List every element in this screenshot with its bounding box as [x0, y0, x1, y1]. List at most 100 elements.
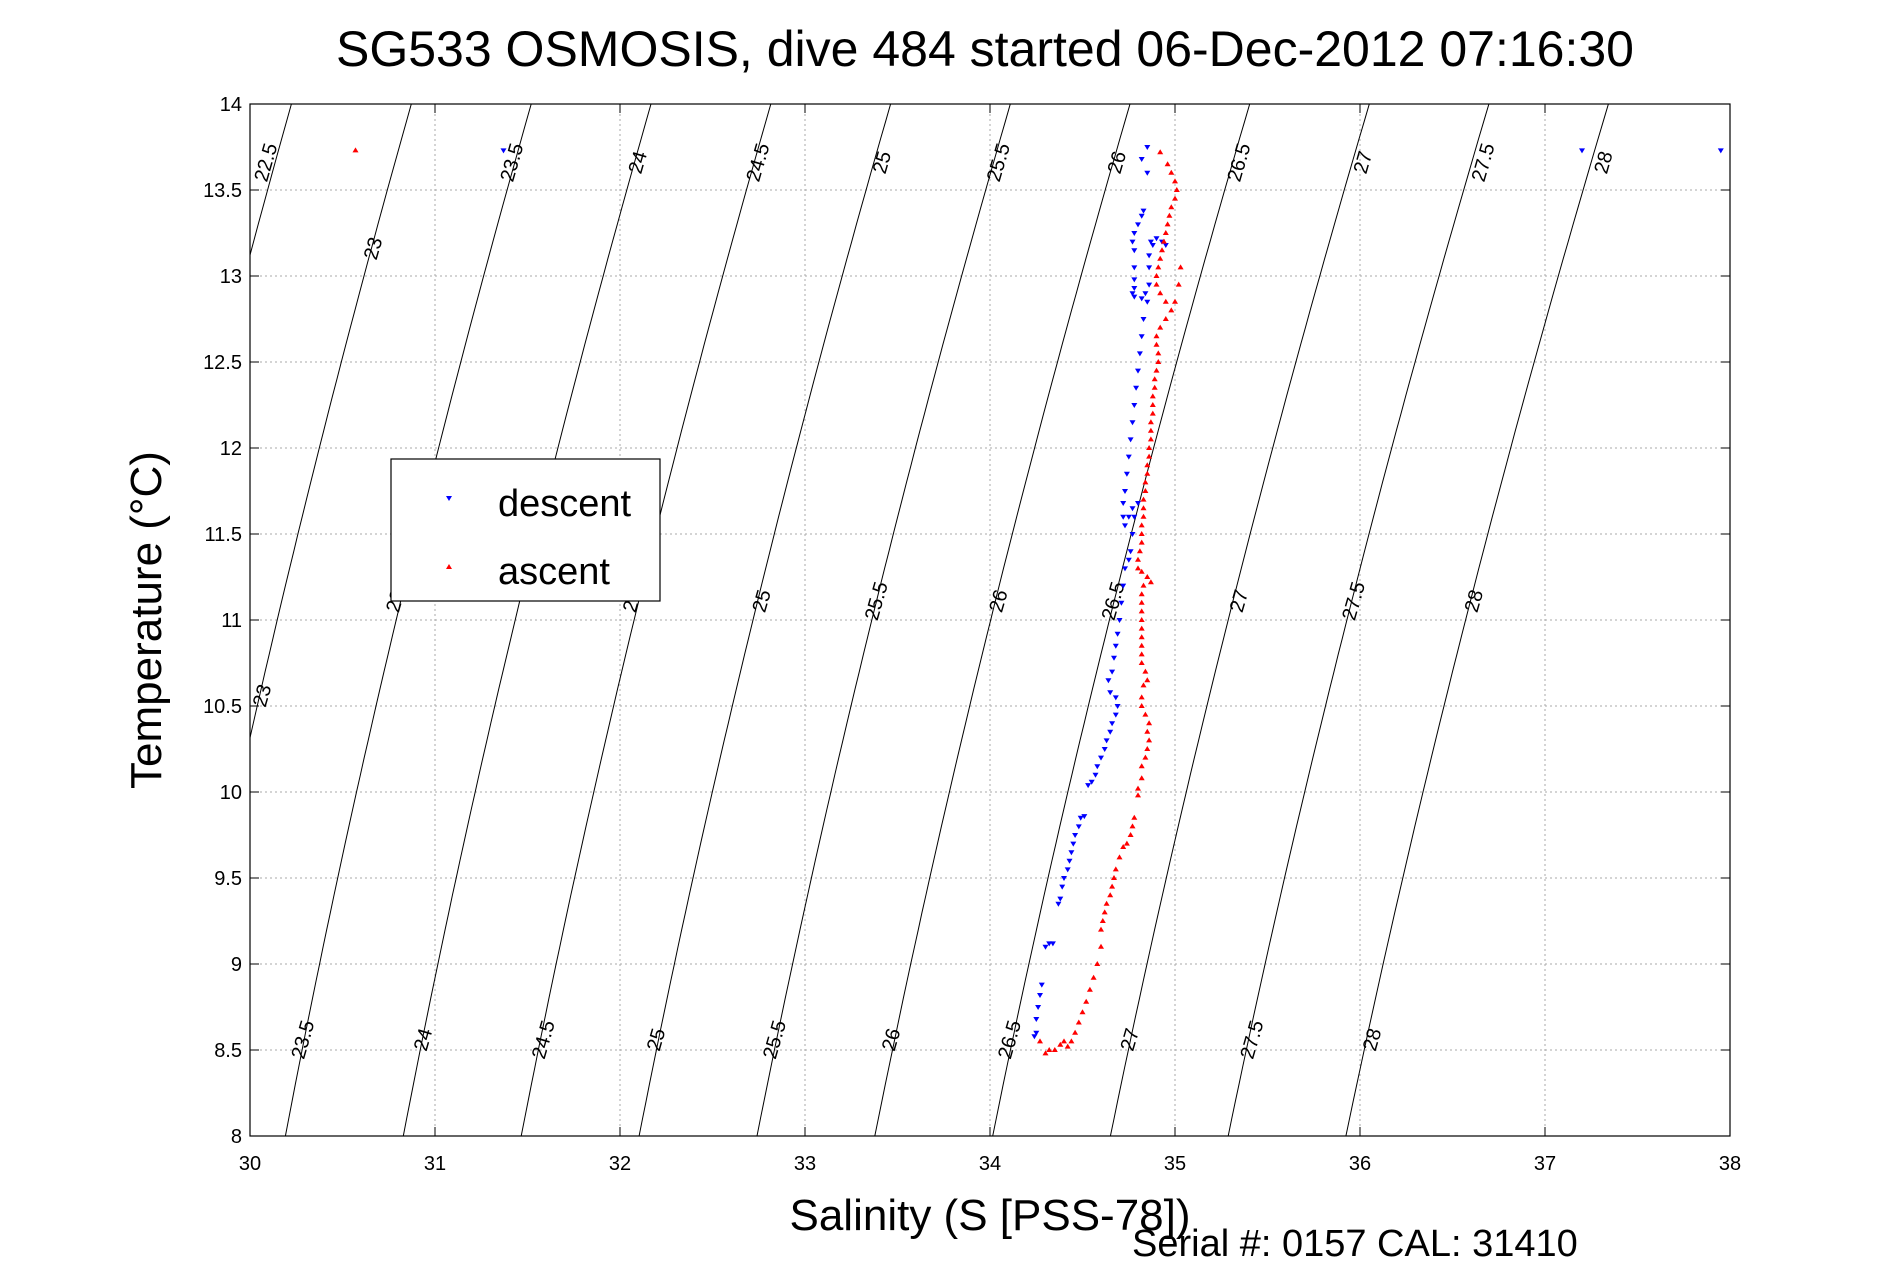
descent-point: [1131, 265, 1138, 271]
x-tick-label: 32: [609, 1153, 631, 1175]
contour-label: 25.5: [983, 141, 1015, 184]
ascent-point: [1111, 875, 1117, 880]
ascent-point: [1138, 522, 1145, 528]
ascent-point: [1151, 384, 1158, 390]
isopycnal-28: [1345, 104, 1609, 1136]
descent-point: [1107, 690, 1114, 696]
descent-point: [1140, 317, 1147, 322]
ascent-point: [1138, 608, 1145, 614]
ascent-point: [1138, 763, 1145, 769]
ascent-point: [1155, 359, 1162, 364]
ascent-point: [1099, 918, 1106, 923]
descent-point: [1081, 814, 1088, 820]
ascent-point: [1142, 479, 1149, 485]
ascent-point: [1142, 754, 1149, 760]
ascent-point: [1138, 775, 1145, 781]
isopycnal-25: [638, 104, 892, 1136]
ascent-point: [1138, 651, 1145, 657]
contour-label: 25: [869, 149, 896, 176]
ascent-point: [1146, 737, 1153, 743]
descent-point: [1138, 213, 1145, 219]
descent-point: [1129, 532, 1136, 537]
y-tick-label: 13: [220, 266, 242, 288]
isopycnal-26: [874, 104, 1131, 1136]
series-ascent: [352, 147, 1184, 1056]
descent-point: [1075, 824, 1082, 830]
descent-point: [1144, 170, 1151, 176]
descent-point: [1127, 437, 1134, 443]
ascent-point: [1147, 427, 1154, 433]
ascent-point: [1153, 281, 1160, 287]
contour-label: 24.5: [743, 141, 775, 184]
y-tick-label: 13.5: [203, 180, 242, 202]
ascent-point: [1109, 883, 1116, 889]
chart-title: SG533 OSMOSIS, dive 484 started 06-Dec-2…: [336, 21, 1634, 77]
descent-point: [1070, 841, 1077, 847]
isopycnal-26.5: [992, 104, 1251, 1136]
series-descent: [500, 145, 1724, 1040]
descent-point: [1112, 712, 1119, 718]
descent-point: [1094, 764, 1101, 770]
ascent-point: [1051, 1047, 1058, 1052]
ascent-point: [1140, 505, 1147, 511]
contour-label: 24: [410, 1026, 437, 1053]
ascent-point: [1144, 470, 1151, 476]
descent-point: [1146, 282, 1153, 288]
ascent-point: [1072, 1029, 1079, 1035]
descent-point: [1107, 729, 1114, 735]
contour-label: 26: [878, 1026, 905, 1053]
legend-box: [390, 458, 661, 602]
descent-point: [1088, 779, 1095, 785]
ascent-point: [1162, 316, 1169, 321]
ascent-point: [1112, 866, 1119, 872]
grid-lines: [250, 104, 1730, 1136]
contour-label: 27: [1350, 149, 1377, 176]
descent-point: [1129, 239, 1136, 245]
ascent-point: [1142, 668, 1149, 674]
x-axis-label: Salinity (S [PSS-78]): [789, 1191, 1190, 1240]
y-tick-label: 10.5: [203, 696, 242, 718]
descent-point: [1129, 420, 1136, 426]
ascent-point: [1162, 298, 1169, 304]
descent-point: [1131, 231, 1138, 236]
ascent-point: [1144, 728, 1151, 734]
x-tick-label: 30: [239, 1153, 261, 1175]
descent-point: [1066, 858, 1073, 864]
descent-point: [1033, 1030, 1040, 1036]
ascent-point: [1086, 986, 1093, 992]
descent-point: [1129, 506, 1136, 512]
descent-point: [1125, 454, 1132, 460]
contour-label: 25.5: [759, 1018, 791, 1061]
isopycnal-23: [250, 104, 412, 741]
descent-point: [1122, 566, 1128, 572]
ascent-point: [1046, 1047, 1053, 1052]
y-tick-label: 12: [220, 438, 242, 460]
descent-point: [1131, 403, 1138, 408]
ascent-point: [1177, 264, 1184, 270]
density-contours: [250, 104, 1609, 1136]
contour-label: 27: [1226, 587, 1253, 614]
ascent-point: [1138, 531, 1145, 536]
descent-point: [1140, 208, 1147, 214]
ascent-point: [1057, 1041, 1064, 1047]
descent-point: [1144, 145, 1151, 150]
isopycnal-24.5: [520, 104, 772, 1136]
ascent-point: [1138, 625, 1145, 631]
descent-point: [1103, 738, 1110, 744]
descent-point: [1092, 772, 1099, 778]
ascent-point: [1042, 1050, 1049, 1056]
ascent-point: [1153, 341, 1160, 347]
ascent-point: [1149, 393, 1156, 399]
descent-point: [1077, 815, 1084, 821]
descent-point: [1131, 248, 1138, 254]
ascent-point: [1098, 943, 1104, 949]
x-tick-label: 35: [1164, 1153, 1186, 1175]
ascent-point: [1103, 900, 1110, 906]
ascent-point: [1037, 1038, 1043, 1044]
ascent-point: [1149, 410, 1156, 416]
descent-point: [1135, 368, 1141, 374]
ascent-point: [1166, 212, 1173, 218]
descent-point: [1118, 600, 1125, 606]
descent-point: [1109, 669, 1116, 675]
